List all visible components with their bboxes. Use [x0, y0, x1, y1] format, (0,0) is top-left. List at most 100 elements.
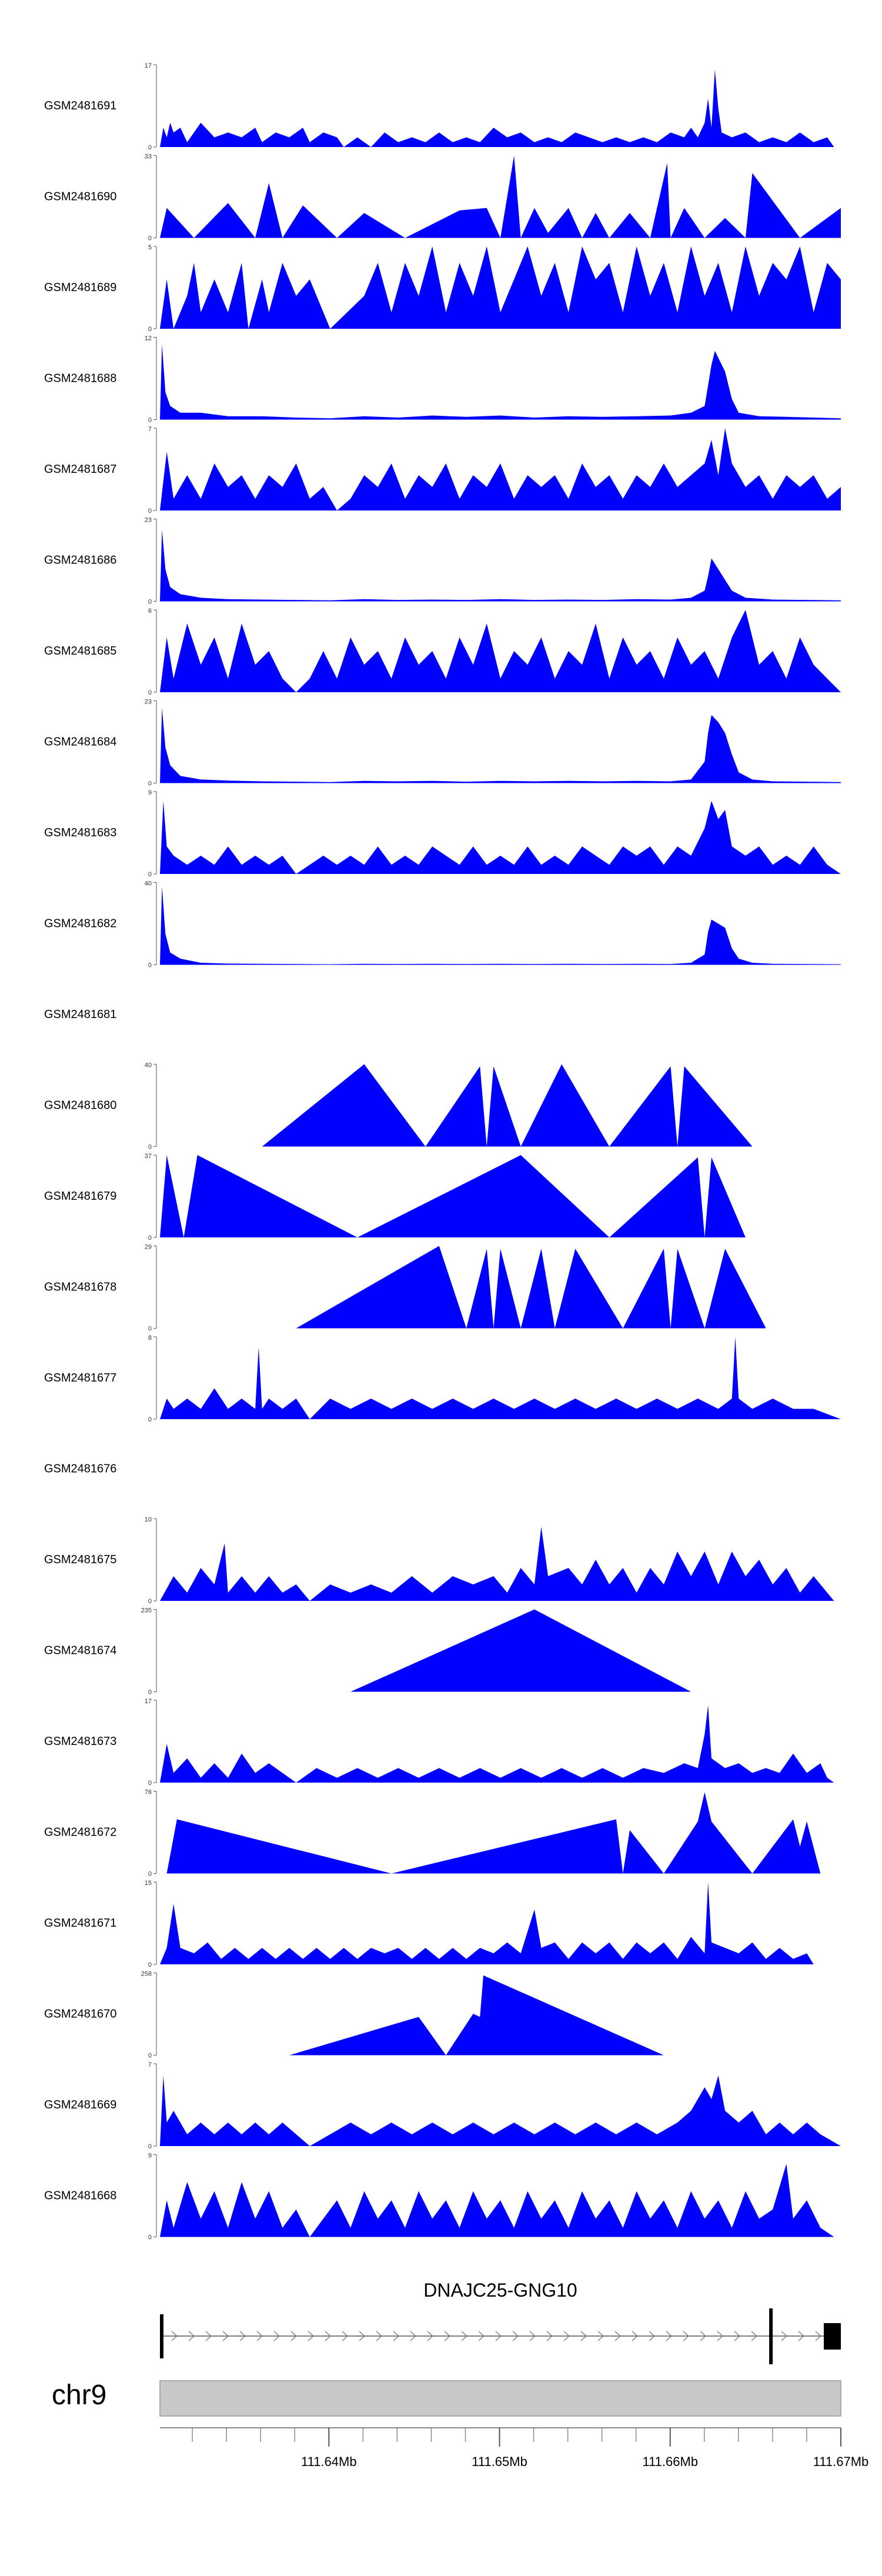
axis-tick-label: 111.66Mb [642, 2454, 698, 2469]
strand-arrow [188, 2331, 195, 2341]
coverage-area [160, 1337, 841, 1419]
strand-arrow [427, 2331, 434, 2341]
track-name-label: GSM2481679 [44, 1190, 116, 1203]
coverage-area [160, 344, 841, 420]
strand-arrow [325, 2331, 332, 2341]
strand-arrow [666, 2331, 673, 2341]
coverage-area [160, 155, 841, 238]
y-axis-max-label: 5 [148, 244, 152, 251]
track-GSM2481682: GSM2481682 40 0 [44, 880, 841, 969]
track-GSM2481677: GSM2481677 8 0 [44, 1334, 841, 1423]
track-GSM2481675: GSM2481675 10 0 [44, 1516, 834, 1605]
gene-exon [769, 2308, 773, 2364]
track-GSM2481679: GSM2481679 37 0 [44, 1153, 746, 1242]
chromosome-label: chr9 [52, 2380, 106, 2411]
coverage-area [296, 1246, 766, 1329]
y-axis-max-label: 17 [145, 1698, 152, 1705]
coverage-area [160, 610, 841, 692]
coverage-area [160, 1155, 746, 1237]
track-GSM2481689: GSM2481689 5 0 [44, 244, 841, 333]
y-axis-min-label: 0 [148, 1961, 152, 1968]
track-GSM2481681: GSM2481681 [44, 1008, 116, 1021]
y-axis-min-label: 0 [148, 417, 152, 424]
y-axis-min-label: 0 [148, 1871, 152, 1878]
strand-arrow [649, 2331, 656, 2341]
y-axis-min-label: 0 [148, 326, 152, 333]
track-name-label: GSM2481688 [44, 372, 116, 385]
track-name-label: GSM2481678 [44, 1281, 116, 1294]
track-GSM2481685: GSM2481685 6 0 [44, 608, 841, 696]
track-GSM2481684: GSM2481684 23 0 [44, 699, 841, 788]
strand-arrow [781, 2331, 788, 2341]
strand-arrow [376, 2331, 383, 2341]
y-axis-max-label: 33 [145, 154, 152, 161]
y-axis-min-label: 0 [148, 689, 152, 696]
gene-track: DNAJC25-GNG10 [160, 2280, 841, 2364]
y-axis-max-label: 23 [145, 699, 152, 706]
y-axis-max-label: 9 [148, 789, 152, 796]
y-axis-min-label: 0 [148, 962, 152, 969]
track-name-label: GSM2481691 [44, 99, 116, 112]
track-name-label: GSM2481680 [44, 1099, 116, 1112]
track-name-label: GSM2481668 [44, 2190, 116, 2203]
y-axis-min-label: 0 [148, 871, 152, 878]
y-axis-min-label: 0 [148, 144, 152, 151]
track-GSM2481690: GSM2481690 33 0 [44, 154, 841, 242]
axis-tick-label: 111.64Mb [301, 2454, 357, 2469]
gene-exon [823, 2323, 841, 2350]
y-axis-max-label: 258 [141, 1971, 152, 1978]
track-GSM2481683: GSM2481683 9 0 [44, 789, 841, 878]
track-name-label: GSM2481682 [44, 917, 116, 930]
strand-arrow [342, 2331, 349, 2341]
strand-arrow [444, 2331, 451, 2341]
strand-arrow [393, 2331, 400, 2341]
track-name-label: GSM2481674 [44, 1644, 116, 1657]
track-name-label: GSM2481671 [44, 1917, 116, 1930]
coverage-area [350, 1609, 691, 1692]
track-name-label: GSM2481672 [44, 1826, 116, 1839]
coverage-area [160, 1527, 834, 1601]
y-axis-max-label: 6 [148, 608, 152, 615]
y-axis-max-label: 29 [145, 1244, 152, 1251]
y-axis-max-label: 40 [145, 880, 152, 887]
strand-arrow [461, 2331, 468, 2341]
y-axis-min-label: 0 [148, 1689, 152, 1696]
coverage-area [160, 2076, 841, 2146]
strand-arrow [632, 2331, 639, 2341]
strand-arrow [700, 2331, 707, 2341]
coverage-area [160, 529, 841, 602]
track-name-label: GSM2481670 [44, 2008, 116, 2021]
y-axis-min-label: 0 [148, 780, 152, 788]
track-GSM2481672: GSM2481672 76 0 [44, 1789, 821, 1878]
y-axis-min-label: 0 [148, 508, 152, 515]
track-name-label: GSM2481676 [44, 1463, 116, 1476]
track-name-label: GSM2481681 [44, 1008, 116, 1021]
coverage-area [166, 1792, 821, 1874]
coverage-area [160, 69, 834, 147]
track-GSM2481678: GSM2481678 29 0 [44, 1244, 766, 1333]
coverage-area [160, 800, 841, 874]
track-name-label: GSM2481685 [44, 645, 116, 658]
genome-axis: 111.64Mb 111.65Mb 111.66Mb 111.67Mb [160, 2427, 868, 2469]
track-name-label: GSM2481684 [44, 736, 116, 749]
track-GSM2481687: GSM2481687 7 0 [44, 426, 841, 515]
strand-arrow [798, 2331, 805, 2341]
track-GSM2481671: GSM2481671 15 0 [44, 1880, 814, 1968]
axis-tick-label: 111.65Mb [472, 2454, 527, 2469]
strand-arrow [614, 2331, 622, 2341]
y-axis-max-label: 235 [141, 1607, 152, 1614]
y-axis-min-label: 0 [148, 2234, 152, 2241]
y-axis-max-label: 40 [145, 1062, 152, 1069]
track-GSM2481674: GSM2481674 235 0 [44, 1607, 691, 1696]
y-axis-min-label: 0 [148, 235, 152, 242]
coverage-area [289, 1975, 664, 2056]
y-axis-min-label: 0 [148, 2143, 152, 2150]
track-name-label: GSM2481677 [44, 1372, 116, 1384]
track-GSM2481676: GSM2481676 [44, 1463, 116, 1476]
strand-arrow [495, 2331, 502, 2341]
track-name-label: GSM2481683 [44, 826, 116, 839]
coverage-area [160, 1705, 834, 1783]
track-GSM2481670: GSM2481670 258 0 [44, 1971, 664, 2060]
strand-arrow [273, 2331, 280, 2341]
